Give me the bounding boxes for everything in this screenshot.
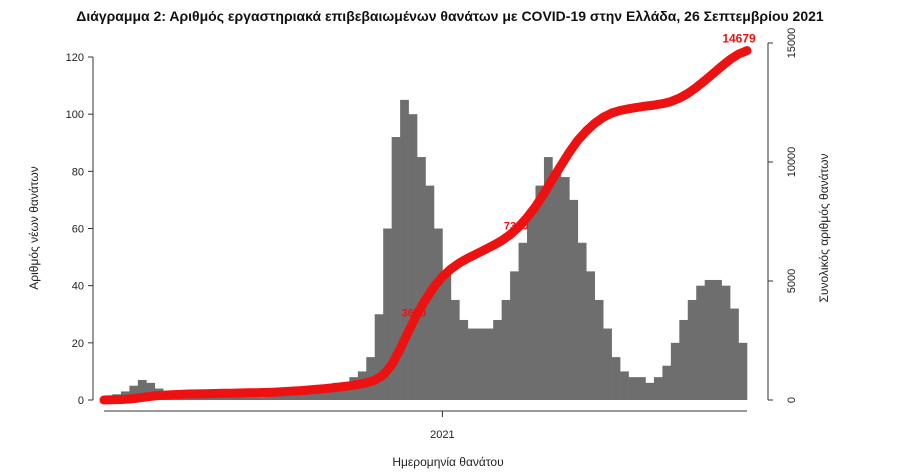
y-tick-label: 20	[72, 338, 84, 350]
bar	[230, 397, 240, 400]
bar	[620, 371, 629, 400]
bar	[137, 379, 147, 400]
bar	[527, 214, 536, 400]
bar	[518, 242, 528, 400]
bar	[637, 377, 646, 400]
bar	[315, 388, 325, 400]
x-tick-label: 2021	[430, 429, 454, 441]
bar	[552, 171, 562, 400]
cumulative-annotation: 3670	[402, 308, 426, 320]
bar	[383, 228, 392, 400]
bar	[670, 342, 680, 400]
bar	[501, 299, 511, 400]
bar	[543, 157, 553, 400]
cumulative-annotation: 7340	[504, 220, 528, 232]
bar	[459, 319, 469, 400]
bar	[721, 285, 731, 400]
bar	[197, 397, 206, 400]
bar	[687, 299, 697, 400]
bar	[391, 137, 401, 401]
bar	[323, 385, 333, 400]
bar	[628, 377, 638, 400]
bar	[738, 342, 748, 400]
bar	[247, 397, 257, 400]
y2-tick-label: 10000	[786, 147, 798, 178]
axes-layer: 0 20 40 60 80 100 120 0 5000 10000 15000 2021	[66, 28, 798, 441]
y2-axis-title: Συνολικός αριθμός θανάτων	[817, 153, 831, 302]
bar	[535, 185, 545, 400]
bar	[239, 397, 249, 400]
bar	[662, 365, 672, 400]
bar	[374, 314, 384, 400]
y-tick-label: 40	[72, 281, 84, 293]
annotations-layer: 3670 7340 14679	[402, 32, 756, 320]
bar	[730, 308, 739, 400]
bar	[442, 271, 452, 400]
bar	[433, 228, 443, 400]
bar	[408, 114, 418, 401]
bar	[146, 382, 156, 400]
bar	[222, 397, 232, 400]
bar	[476, 328, 486, 400]
bar	[256, 397, 266, 400]
bar	[188, 397, 198, 400]
bar	[484, 328, 494, 400]
y2-tick-label: 15000	[786, 28, 798, 59]
bar	[645, 382, 655, 400]
bar	[569, 199, 579, 400]
bar	[586, 271, 596, 400]
y-tick-label: 100	[66, 109, 84, 121]
bar	[129, 385, 139, 400]
y2-tick-label: 5000	[786, 269, 798, 293]
bars-layer	[104, 99, 748, 401]
x-axis-title: Ημερομηνία θανάτου	[392, 455, 503, 469]
bar	[340, 382, 350, 400]
bar	[611, 357, 621, 400]
bar	[713, 279, 722, 400]
bar	[679, 319, 689, 400]
cumulative-deaths-line	[99, 46, 752, 405]
bar	[560, 177, 570, 400]
y-tick-label: 80	[72, 166, 84, 178]
bar	[493, 319, 502, 400]
bar	[205, 397, 215, 400]
bar	[704, 279, 714, 400]
bar	[273, 394, 282, 400]
bar	[577, 242, 587, 400]
y2-tick-label: 0	[786, 397, 798, 403]
bar	[417, 157, 426, 400]
bar	[264, 394, 274, 400]
bar	[307, 388, 316, 400]
bar	[467, 328, 477, 400]
chart-title: Διάγραμμα 2: Αριθμός εργαστηριακά επιβεβ…	[76, 8, 824, 24]
bar	[603, 328, 612, 400]
bar	[400, 99, 409, 400]
y-axis-title: Αριθμός νέων θανάτων	[27, 166, 41, 289]
y-tick-label: 120	[66, 52, 84, 64]
final-total-annotation: 14679	[722, 32, 756, 46]
bar	[696, 285, 705, 400]
bar	[290, 391, 299, 400]
bar	[213, 397, 223, 400]
bar	[510, 271, 519, 400]
y-tick-label: 60	[72, 224, 84, 236]
y-tick-label: 0	[78, 395, 84, 407]
bar	[450, 299, 460, 400]
bar	[653, 377, 663, 400]
bar	[594, 299, 604, 400]
